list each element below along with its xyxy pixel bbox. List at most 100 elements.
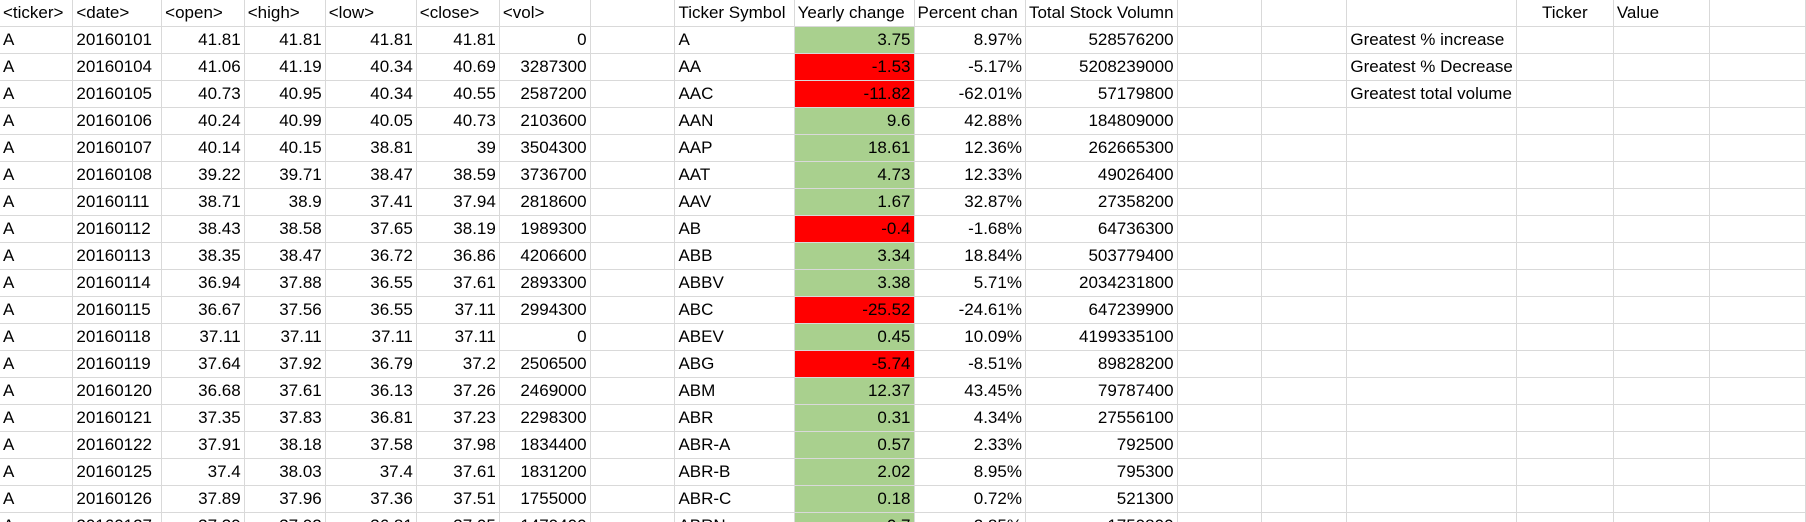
greatest-label-cell[interactable]: Greatest % Decrease — [1346, 53, 1517, 81]
open-cell[interactable]: 41.06 — [161, 53, 245, 81]
column-header-close[interactable]: <close> — [416, 0, 500, 27]
greatest-ticker-cell[interactable] — [1516, 242, 1614, 270]
yearly-change-cell[interactable]: -0.4 — [794, 215, 915, 243]
greatest-ticker-cell[interactable] — [1516, 53, 1614, 81]
empty-cell[interactable] — [1346, 161, 1517, 189]
empty-cell[interactable] — [590, 512, 676, 522]
greatest-ticker-cell[interactable] — [1516, 377, 1614, 405]
empty-cell[interactable] — [590, 404, 676, 432]
date-cell[interactable]: 20160127 — [72, 512, 163, 522]
yearly-change-cell[interactable]: 9.6 — [794, 107, 915, 135]
high-cell[interactable]: 38.47 — [244, 242, 326, 270]
close-cell[interactable]: 38.59 — [416, 161, 500, 189]
open-cell[interactable]: 36.68 — [161, 377, 245, 405]
empty-cell[interactable] — [1709, 26, 1806, 54]
greatest-value-cell[interactable] — [1613, 377, 1710, 405]
total-volume-cell[interactable]: 4199335100 — [1025, 323, 1178, 351]
greatest-value-cell[interactable] — [1613, 80, 1710, 108]
greatest-value-cell[interactable] — [1613, 458, 1710, 486]
yearly-change-cell[interactable]: 18.61 — [794, 134, 915, 162]
ticker-cell[interactable]: A — [0, 215, 74, 243]
open-cell[interactable]: 41.81 — [161, 26, 245, 54]
symbol-cell[interactable]: ABR — [674, 404, 795, 432]
column-header-value[interactable]: Value — [1613, 0, 1710, 27]
date-cell[interactable]: 20160111 — [72, 188, 163, 216]
empty-cell[interactable] — [1261, 296, 1348, 324]
empty-cell[interactable] — [590, 377, 676, 405]
empty-cell[interactable] — [1709, 404, 1806, 432]
date-cell[interactable]: 20160125 — [72, 458, 163, 486]
high-cell[interactable]: 38.18 — [244, 431, 326, 459]
ticker-cell[interactable]: A — [0, 404, 74, 432]
column-header-ticker[interactable]: Ticker — [1516, 0, 1614, 27]
ticker-cell[interactable]: A — [0, 323, 74, 351]
greatest-ticker-cell[interactable] — [1516, 350, 1614, 378]
close-cell[interactable]: 37.11 — [416, 296, 500, 324]
open-cell[interactable]: 36.94 — [161, 269, 245, 297]
empty-cell[interactable] — [1177, 53, 1263, 81]
empty-cell[interactable] — [1709, 377, 1806, 405]
vol-cell[interactable]: 2469000 — [499, 377, 591, 405]
vol-cell[interactable]: 2298300 — [499, 404, 591, 432]
vol-cell[interactable]: 3504300 — [499, 134, 591, 162]
empty-cell[interactable] — [590, 134, 676, 162]
low-cell[interactable]: 37.41 — [325, 188, 417, 216]
total-volume-cell[interactable]: 79787400 — [1025, 377, 1178, 405]
greatest-value-cell[interactable] — [1613, 107, 1710, 135]
yearly-change-cell[interactable]: -1.53 — [794, 53, 915, 81]
symbol-cell[interactable]: AAT — [674, 161, 795, 189]
vol-cell[interactable]: 1989300 — [499, 215, 591, 243]
empty-cell[interactable] — [1261, 458, 1348, 486]
symbol-cell[interactable]: ABR-A — [674, 431, 795, 459]
total-volume-cell[interactable]: 49026400 — [1025, 161, 1178, 189]
date-cell[interactable]: 20160119 — [72, 350, 163, 378]
empty-cell[interactable] — [1261, 512, 1348, 522]
vol-cell[interactable]: 1834400 — [499, 431, 591, 459]
high-cell[interactable]: 37.96 — [244, 485, 326, 513]
greatest-value-cell[interactable] — [1613, 431, 1710, 459]
greatest-value-cell[interactable] — [1613, 53, 1710, 81]
ticker-cell[interactable]: A — [0, 485, 74, 513]
close-cell[interactable]: 37.98 — [416, 431, 500, 459]
column-header-vol[interactable]: <vol> — [499, 0, 591, 27]
empty-cell[interactable] — [1177, 377, 1263, 405]
close-cell[interactable]: 39 — [416, 134, 500, 162]
open-cell[interactable]: 40.24 — [161, 107, 245, 135]
empty-cell[interactable] — [590, 269, 676, 297]
empty-cell[interactable] — [590, 458, 676, 486]
ticker-cell[interactable]: A — [0, 431, 74, 459]
total-volume-cell[interactable]: 2034231800 — [1025, 269, 1178, 297]
yearly-change-cell[interactable]: 3.34 — [794, 242, 915, 270]
close-cell[interactable]: 40.55 — [416, 80, 500, 108]
ticker-cell[interactable]: A — [0, 350, 74, 378]
empty-cell[interactable] — [1177, 350, 1263, 378]
empty-cell[interactable] — [1346, 458, 1517, 486]
ticker-cell[interactable]: A — [0, 458, 74, 486]
empty-cell[interactable] — [1261, 323, 1348, 351]
column-header-blank[interactable] — [1709, 0, 1806, 27]
yearly-change-cell[interactable]: 3.75 — [794, 26, 915, 54]
greatest-ticker-cell[interactable] — [1516, 26, 1614, 54]
empty-cell[interactable] — [1261, 134, 1348, 162]
high-cell[interactable]: 37.61 — [244, 377, 326, 405]
empty-cell[interactable] — [1346, 134, 1517, 162]
yearly-change-cell[interactable]: 1.67 — [794, 188, 915, 216]
empty-cell[interactable] — [1261, 242, 1348, 270]
high-cell[interactable]: 37.92 — [244, 512, 326, 522]
empty-cell[interactable] — [1177, 188, 1263, 216]
percent-change-cell[interactable]: 0.72% — [914, 485, 1026, 513]
close-cell[interactable]: 37.51 — [416, 485, 500, 513]
greatest-value-cell[interactable] — [1613, 161, 1710, 189]
low-cell[interactable]: 40.34 — [325, 80, 417, 108]
vol-cell[interactable]: 1755000 — [499, 485, 591, 513]
greatest-value-cell[interactable] — [1613, 350, 1710, 378]
empty-cell[interactable] — [590, 107, 676, 135]
total-volume-cell[interactable]: 528576200 — [1025, 26, 1178, 54]
ticker-cell[interactable]: A — [0, 107, 74, 135]
empty-cell[interactable] — [1177, 161, 1263, 189]
close-cell[interactable]: 41.81 — [416, 26, 500, 54]
empty-cell[interactable] — [1177, 215, 1263, 243]
empty-cell[interactable] — [1346, 323, 1517, 351]
percent-change-cell[interactable]: 18.84% — [914, 242, 1026, 270]
empty-cell[interactable] — [1346, 512, 1517, 522]
